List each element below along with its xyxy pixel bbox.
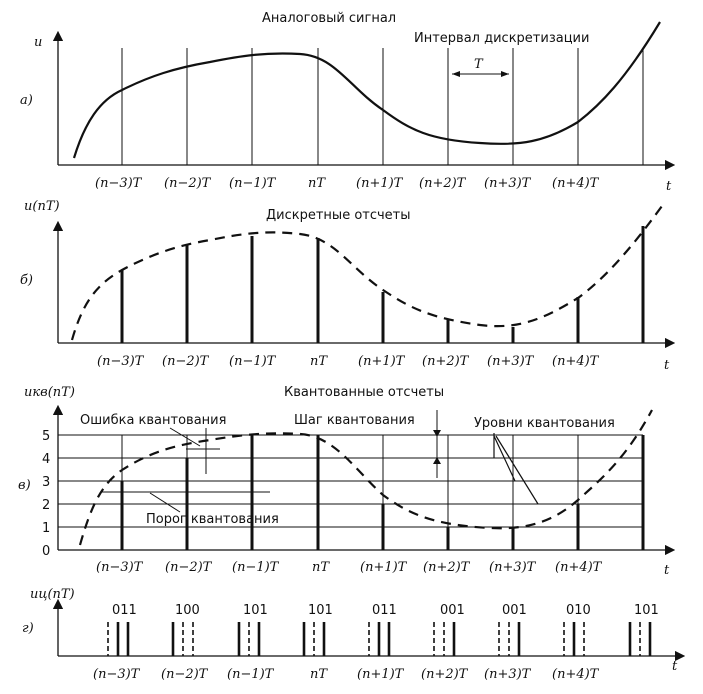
levels-pointers (493, 433, 539, 505)
tick-label: nT (310, 667, 328, 682)
step-label: Шаг квантования (294, 413, 415, 428)
panel-g-letter: г) (22, 621, 34, 636)
levels-label: Уровни квантования (474, 416, 615, 431)
tick-label: nT (312, 560, 330, 575)
tick-label: (n+2)T (423, 560, 471, 575)
level-label: 2 (42, 498, 50, 513)
code-word: 011 (372, 603, 397, 618)
tick-label: (n+1)T (358, 354, 406, 369)
panel-a-letter: а) (20, 93, 33, 108)
tick-label: (n−1)T (229, 354, 277, 369)
tick-label: (n−1)T (227, 667, 275, 682)
tick-label: (n−3)T (93, 667, 141, 682)
panel-v-ticks: (n−3)T (n−2)T (n−1)T nT (n+1)T (n+2)T (n… (96, 560, 670, 578)
level-label: 4 (42, 452, 50, 467)
tick-label: (n+4)T (552, 176, 600, 191)
tick-label: (n+1)T (356, 176, 404, 191)
tick-label: (n+2)T (421, 667, 469, 682)
tick-label: (n+1)T (360, 560, 408, 575)
tick-label: nT (310, 354, 328, 369)
discrete-signal-envelope (70, 205, 663, 341)
tick-label: (n+1)T (357, 667, 405, 682)
code-word: 101 (243, 603, 268, 618)
panel-v: Квантованные отсчеты uкв(nT) в) 0 1 2 3 … (18, 385, 676, 578)
tick-label: (n+3)T (487, 354, 535, 369)
interval-symbol: T (474, 57, 484, 72)
threshold-pointer (149, 492, 181, 513)
time-axis-label: t (672, 659, 678, 674)
analog-signal-curve (72, 21, 661, 159)
tick-label: (n+4)T (555, 560, 603, 575)
panel-g: uц(nT) г) 011 100 101 101 011 001 001 01… (22, 587, 686, 682)
level-labels: 0 1 2 3 4 5 (42, 429, 50, 559)
code-word: 001 (440, 603, 465, 618)
tick-label: (n+4)T (552, 667, 600, 682)
panel-a-title: Аналоговый сигнал (262, 11, 396, 26)
panel-b-ticks: (n−3)T (n−2)T (n−1)T nT (n+1)T (n+2)T (n… (97, 354, 670, 373)
quantization-levels (58, 434, 643, 528)
tick-label: (n+2)T (422, 354, 470, 369)
tick-label: (n−3)T (96, 560, 144, 575)
panel-g-y-label: uц(nT) (30, 587, 75, 602)
tick-label: (n−2)T (161, 667, 209, 682)
panel-v-letter: в) (18, 478, 31, 493)
tick-label: (n−3)T (95, 176, 143, 191)
code-pulses (107, 622, 652, 656)
panel-a-ticks: (n−3)T (n−2)T (n−1)T nT (n+1)T (n+2)T (n… (95, 176, 672, 194)
code-word: 001 (502, 603, 527, 618)
code-word: 011 (112, 603, 137, 618)
code-word: 100 (175, 603, 200, 618)
panel-b: Дискретные отсчеты u(nT) б) (n−3)T (n−2)… (20, 199, 676, 373)
level-label: 5 (42, 429, 50, 444)
tick-label: (n+3)T (484, 667, 532, 682)
tick-label: (n−2)T (165, 560, 213, 575)
tick-label: nT (308, 176, 326, 191)
tick-label: (n+2)T (419, 176, 467, 191)
panel-v-y-label: uкв(nT) (24, 385, 75, 400)
tick-label: (n−1)T (229, 176, 277, 191)
tick-label: (n−2)T (162, 354, 210, 369)
panel-a: Аналоговый сигнал u а) Интервал дискрети… (20, 11, 676, 194)
tick-label: (n−2)T (164, 176, 212, 191)
tick-label: (n+3)T (484, 176, 532, 191)
code-word: 101 (308, 603, 333, 618)
panel-a-grid (121, 48, 644, 165)
error-label: Ошибка квантования (80, 413, 226, 428)
level-label: 3 (42, 475, 50, 490)
tick-label: (n+3)T (489, 560, 537, 575)
threshold-label: Порог квантования (146, 512, 279, 527)
error-pointer (169, 427, 201, 447)
code-labels: 011 100 101 101 011 001 001 010 101 (112, 603, 659, 618)
panel-g-ticks: (n−3)T (n−2)T (n−1)T nT (n+1)T (n+2)T (n… (93, 659, 678, 682)
panel-b-samples (120, 226, 645, 343)
tick-label: (n+4)T (552, 354, 600, 369)
panel-b-letter: б) (20, 273, 33, 288)
tick-label: (n−3)T (97, 354, 145, 369)
time-axis-label: t (664, 358, 670, 373)
quantized-signal-envelope (78, 409, 653, 546)
code-word: 101 (634, 603, 659, 618)
interval-label: Интервал дискретизации (414, 31, 589, 46)
level-label: 0 (42, 544, 50, 559)
step-arrows (433, 430, 441, 464)
time-axis-label: t (664, 563, 670, 578)
panel-b-y-label: u(nT) (24, 199, 60, 214)
tick-label: (n−1)T (232, 560, 280, 575)
panel-v-title: Квантованные отсчеты (284, 385, 444, 400)
level-label: 1 (42, 521, 50, 536)
panel-a-y-label: u (34, 35, 42, 50)
code-word: 010 (566, 603, 591, 618)
time-axis-label: t (666, 179, 672, 194)
panel-b-title: Дискретные отсчеты (266, 208, 411, 223)
